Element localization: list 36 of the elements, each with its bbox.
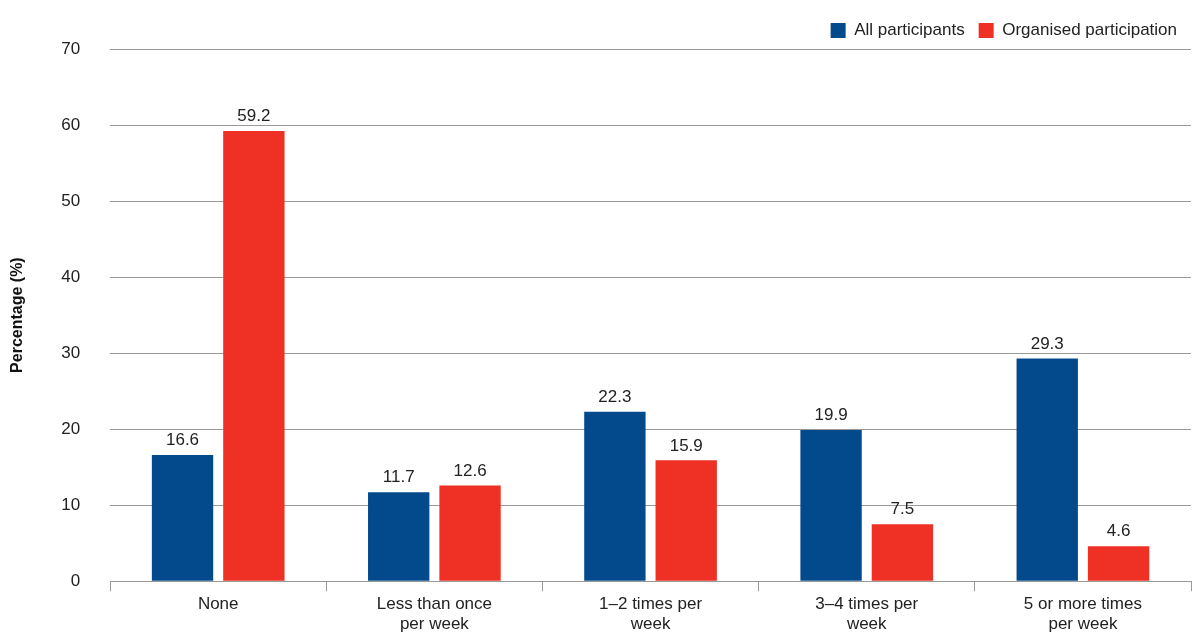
x-tick-label: None bbox=[197, 594, 239, 614]
bar bbox=[655, 460, 717, 581]
data-label: 4.6 bbox=[1106, 521, 1131, 541]
legend-label: All participants bbox=[854, 20, 965, 40]
bar bbox=[871, 524, 934, 581]
bar bbox=[151, 454, 214, 581]
bar bbox=[368, 492, 430, 581]
y-axis-title: Percentage (%) bbox=[8, 257, 26, 373]
y-tick-label: 0 bbox=[70, 570, 81, 590]
data-label: 59.2 bbox=[237, 106, 271, 126]
legend-label: Organised participation bbox=[1002, 20, 1178, 40]
x-tick-label: 5 or more times per week bbox=[1023, 594, 1142, 634]
data-label: 22.3 bbox=[598, 386, 632, 406]
data-label: 12.6 bbox=[453, 460, 487, 480]
y-tick-label: 60 bbox=[61, 114, 81, 134]
x-tick-label: Less than once per week bbox=[376, 594, 493, 634]
bar bbox=[1016, 358, 1078, 581]
y-tick-label: 50 bbox=[61, 190, 81, 210]
bar bbox=[584, 411, 646, 581]
bar bbox=[800, 429, 862, 581]
y-tick-label: 70 bbox=[61, 38, 81, 58]
data-label: 29.3 bbox=[1030, 333, 1064, 353]
data-label: 11.7 bbox=[382, 467, 415, 487]
bar bbox=[1087, 546, 1150, 581]
y-tick-label: 20 bbox=[61, 418, 81, 438]
data-label: 19.9 bbox=[814, 405, 848, 425]
x-tick-label: 1–2 times per week bbox=[599, 594, 703, 634]
x-tick-label: 3–4 times per week bbox=[815, 594, 919, 634]
y-tick-label: 10 bbox=[61, 494, 81, 514]
data-label: 15.9 bbox=[669, 435, 703, 455]
data-label: 16.6 bbox=[165, 430, 200, 450]
y-tick-label: 40 bbox=[61, 266, 81, 286]
data-label: 7.5 bbox=[890, 499, 915, 519]
bar bbox=[223, 131, 285, 581]
y-tick-label: 30 bbox=[61, 342, 81, 362]
bar bbox=[439, 485, 501, 581]
